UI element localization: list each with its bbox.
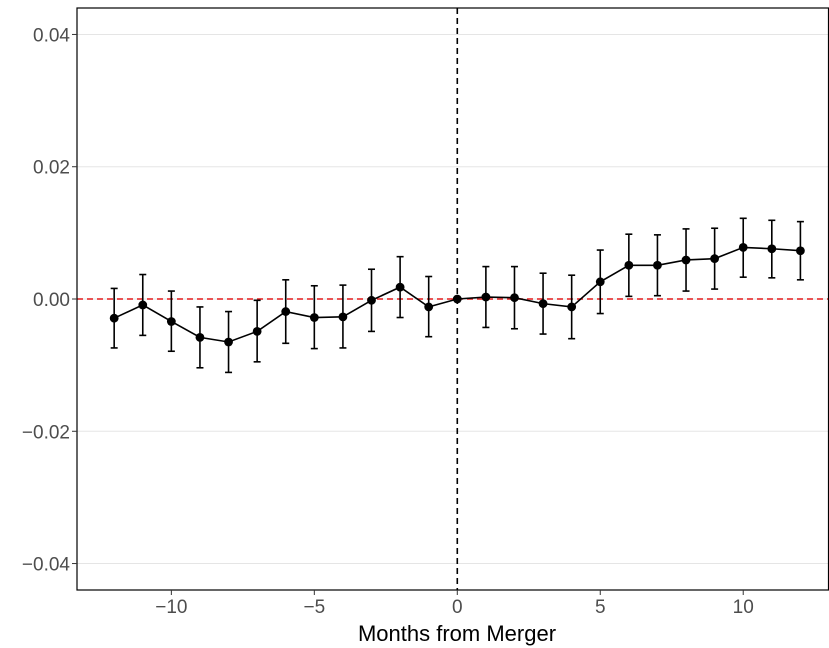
data-point <box>281 307 291 316</box>
x-tick-label: −5 <box>303 597 325 618</box>
data-point <box>195 332 205 342</box>
y-tick-label: −0.04 <box>22 555 71 576</box>
data-point <box>224 337 233 347</box>
data-point <box>252 327 262 336</box>
x-axis-title: Months from Merger <box>358 621 556 646</box>
data-point <box>424 302 434 312</box>
data-point <box>624 260 634 270</box>
data-point <box>710 254 720 264</box>
data-point <box>738 243 748 252</box>
data-point <box>138 300 148 310</box>
data-point <box>595 277 605 287</box>
data-point <box>767 244 777 254</box>
data-point <box>395 282 405 292</box>
series-layer <box>109 217 805 374</box>
y-tick-label: −0.02 <box>22 422 70 443</box>
data-point <box>796 246 805 256</box>
data-point <box>109 313 119 323</box>
data-point <box>653 260 662 270</box>
data-point <box>510 293 519 303</box>
x-tick-label: 10 <box>733 597 754 618</box>
data-point <box>367 295 376 305</box>
data-point <box>681 255 691 265</box>
x-tick-label: 0 <box>452 597 463 618</box>
data-point <box>452 294 462 304</box>
data-point <box>481 292 491 302</box>
x-tick-label: 5 <box>595 597 606 618</box>
data-point <box>567 302 577 312</box>
data-point <box>309 313 319 322</box>
data-point <box>166 317 176 326</box>
y-tick-label: 0.02 <box>33 158 70 179</box>
x-tick-label: −10 <box>155 597 187 618</box>
data-point <box>538 299 548 309</box>
y-tick-label: 0.00 <box>33 290 70 311</box>
data-point <box>338 312 348 322</box>
y-tick-label: 0.04 <box>33 25 70 46</box>
